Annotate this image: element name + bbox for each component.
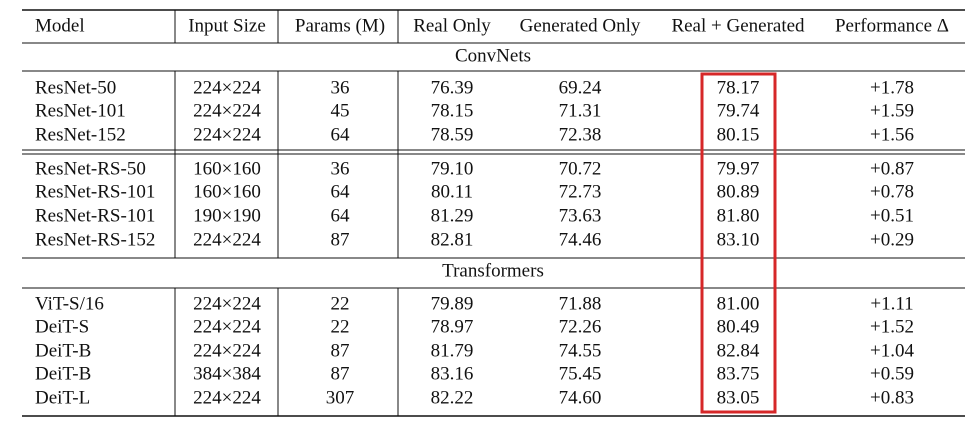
cell: +0.59 xyxy=(870,363,914,384)
cell: 78.59 xyxy=(431,124,474,145)
cell: 78.97 xyxy=(431,316,474,337)
header-cell: Model xyxy=(35,15,85,36)
cell: DeiT-B xyxy=(35,363,91,384)
cell: 190×190 xyxy=(193,205,261,226)
cell: ResNet-152 xyxy=(35,124,126,145)
cell: 70.72 xyxy=(559,158,602,179)
cell: 82.22 xyxy=(431,387,474,408)
cell: 79.89 xyxy=(431,293,474,314)
cell: 224×224 xyxy=(193,100,261,121)
cell: 78.17 xyxy=(717,77,760,98)
header-cell: Performance Δ xyxy=(835,15,949,36)
cell: 79.74 xyxy=(717,100,760,121)
cell: 79.10 xyxy=(431,158,474,179)
cell: 224×224 xyxy=(193,293,261,314)
cell: 64 xyxy=(331,181,351,202)
cell: 22 xyxy=(331,293,350,314)
cell: 224×224 xyxy=(193,387,261,408)
highlight-box xyxy=(700,72,777,414)
cell: 82.84 xyxy=(717,340,760,361)
cell: 72.26 xyxy=(559,316,602,337)
cell: 81.00 xyxy=(717,293,760,314)
cell: 80.11 xyxy=(431,181,473,202)
cell: 72.38 xyxy=(559,124,602,145)
cell: 22 xyxy=(331,316,350,337)
cell: 80.89 xyxy=(717,181,760,202)
cell: 83.16 xyxy=(431,363,474,384)
cell: +0.83 xyxy=(870,387,914,408)
cell: ResNet-RS-50 xyxy=(35,158,146,179)
cell: 74.60 xyxy=(559,387,602,408)
cell: 87 xyxy=(331,229,350,250)
cell: 224×224 xyxy=(193,77,261,98)
cell: 87 xyxy=(331,340,350,361)
cell: 81.80 xyxy=(717,205,760,226)
cell: ResNet-RS-152 xyxy=(35,229,155,250)
cell: 160×160 xyxy=(193,158,261,179)
cell: +0.29 xyxy=(870,229,914,250)
cell: +1.56 xyxy=(870,124,914,145)
header-cell: Params (M) xyxy=(295,15,385,36)
cell: 73.63 xyxy=(559,205,602,226)
cell: 81.79 xyxy=(431,340,474,361)
cell: 83.10 xyxy=(717,229,760,250)
header-cell: Generated Only xyxy=(520,15,641,36)
cell: 78.15 xyxy=(431,100,474,121)
cell: 81.29 xyxy=(431,205,474,226)
cell: 64 xyxy=(331,205,351,226)
cell: 82.81 xyxy=(431,229,474,250)
cell: 80.49 xyxy=(717,316,760,337)
header-cell: Input Size xyxy=(188,15,266,36)
cell: 87 xyxy=(331,363,350,384)
cell: 72.73 xyxy=(559,181,602,202)
cell: 224×224 xyxy=(193,124,261,145)
cell: 307 xyxy=(326,387,355,408)
header-cell: Real Only xyxy=(413,15,491,36)
cell: DeiT-L xyxy=(35,387,90,408)
cell: DeiT-S xyxy=(35,316,89,337)
column-separators xyxy=(174,10,399,416)
cell: +1.04 xyxy=(870,340,914,361)
section-title: ConvNets xyxy=(455,45,531,66)
cell: ResNet-50 xyxy=(35,77,116,98)
cell: +1.11 xyxy=(870,293,913,314)
cell: 74.55 xyxy=(559,340,602,361)
cell: 64 xyxy=(331,124,351,145)
cell: 80.15 xyxy=(717,124,760,145)
header-cell: Real + Generated xyxy=(671,15,805,36)
cell: ViT-S/16 xyxy=(35,293,104,314)
cell: 74.46 xyxy=(559,229,602,250)
cell: 75.45 xyxy=(559,363,602,384)
cell: 71.88 xyxy=(559,293,602,314)
cell: 160×160 xyxy=(193,181,261,202)
cell: 83.05 xyxy=(717,387,760,408)
cell: ResNet-RS-101 xyxy=(35,205,155,226)
cell: 76.39 xyxy=(431,77,474,98)
cell: ResNet-RS-101 xyxy=(35,181,155,202)
cell: 224×224 xyxy=(193,340,261,361)
cell: +0.51 xyxy=(870,205,914,226)
cell: 69.24 xyxy=(559,77,602,98)
cell: 83.75 xyxy=(717,363,760,384)
cell: 224×224 xyxy=(193,316,261,337)
cell: ResNet-101 xyxy=(35,100,126,121)
cell: 224×224 xyxy=(193,229,261,250)
cell: 79.97 xyxy=(717,158,760,179)
section-title: Transformers xyxy=(442,260,544,281)
cell: 71.31 xyxy=(559,100,602,121)
cell: +0.78 xyxy=(870,181,914,202)
cell: +1.59 xyxy=(870,100,914,121)
cell: 45 xyxy=(331,100,350,121)
cell: DeiT-B xyxy=(35,340,91,361)
cell: +0.87 xyxy=(870,158,914,179)
cell: 36 xyxy=(331,158,350,179)
cell: +1.78 xyxy=(870,77,914,98)
cell: +1.52 xyxy=(870,316,914,337)
cell: 384×384 xyxy=(193,363,261,384)
cell: 36 xyxy=(331,77,350,98)
